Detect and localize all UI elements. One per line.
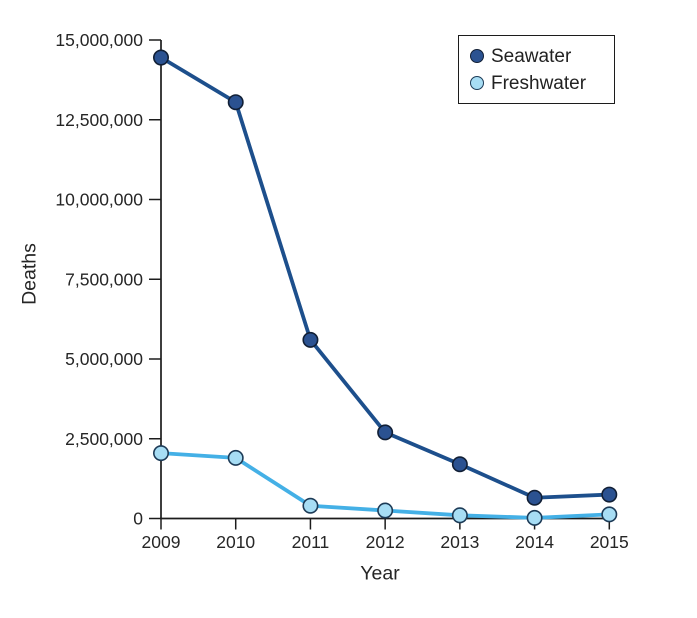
legend-item-freshwater: Freshwater [470, 72, 614, 95]
data-point-seawater-2012 [377, 424, 394, 441]
x-tick-label: 2010 [216, 532, 255, 552]
x-tick-label: 2013 [440, 532, 479, 552]
data-point-seawater-2014 [526, 489, 543, 506]
legend-item-seawater: Seawater [470, 45, 614, 68]
y-axis-title: Deaths [18, 243, 41, 305]
data-point-seawater-2013 [451, 456, 468, 473]
x-tick-label: 2011 [292, 532, 330, 552]
data-point-seawater-2010 [227, 94, 244, 111]
data-point-freshwater-2015 [601, 506, 618, 523]
legend-label-freshwater: Freshwater [491, 72, 587, 94]
y-tick-label: 15,000,000 [55, 30, 143, 50]
data-point-freshwater-2011 [302, 497, 319, 514]
y-tick-label: 12,500,000 [55, 110, 143, 130]
data-point-seawater-2011 [302, 331, 319, 348]
y-tick-label: 0 [133, 509, 143, 529]
legend-label-seawater: Seawater [491, 45, 572, 67]
seawater-legend-marker-icon [470, 49, 484, 63]
y-tick-label: 7,500,000 [65, 269, 143, 289]
x-axis-title: Year [360, 562, 400, 585]
y-tick-label: 10,000,000 [55, 190, 143, 210]
data-point-seawater-2009 [153, 49, 170, 66]
data-point-freshwater-2009 [153, 445, 170, 462]
data-point-freshwater-2014 [526, 509, 543, 526]
legend: Seawater Freshwater [458, 35, 615, 104]
y-tick-label: 5,000,000 [65, 349, 143, 369]
data-point-seawater-2015 [601, 486, 618, 503]
data-point-freshwater-2012 [377, 502, 394, 519]
data-point-freshwater-2013 [451, 507, 468, 524]
x-tick-label: 2015 [590, 532, 629, 552]
data-point-freshwater-2010 [227, 449, 244, 466]
x-tick-label: 2012 [366, 532, 405, 552]
y-tick-label: 2,500,000 [65, 429, 143, 449]
x-tick-label: 2014 [515, 532, 554, 552]
freshwater-legend-marker-icon [470, 76, 484, 90]
x-tick-label: 2009 [142, 532, 181, 552]
